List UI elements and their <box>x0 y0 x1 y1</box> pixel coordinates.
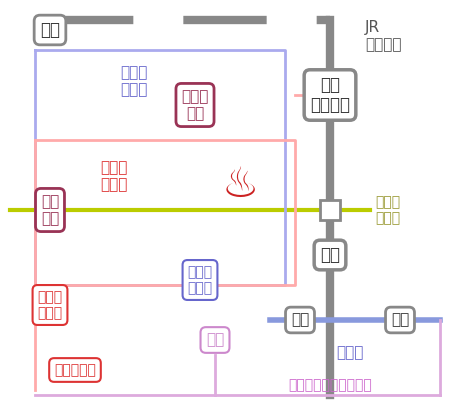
Text: ワイン
コース: ワイン コース <box>120 65 147 97</box>
Text: 上岩崎
公園前: 上岩崎 公園前 <box>187 265 212 295</box>
Text: ♨: ♨ <box>221 164 258 206</box>
Text: 勝沼
支所: 勝沼 支所 <box>41 194 59 226</box>
Text: 高速バス（石和経由）: 高速バス（石和経由） <box>287 378 371 392</box>
Text: ぶどう
の丘: ぶどう の丘 <box>181 89 208 121</box>
Text: 塩山: 塩山 <box>40 21 60 39</box>
Text: 新宿: 新宿 <box>390 312 408 328</box>
Text: JR
中央本線: JR 中央本線 <box>364 20 401 52</box>
Text: 上岩崎
四つ角: 上岩崎 四つ角 <box>37 290 62 320</box>
Text: 甲州市
縦断線: 甲州市 縦断線 <box>374 195 399 225</box>
Text: 大月: 大月 <box>319 246 339 264</box>
Text: ぶどう
コース: ぶどう コース <box>100 160 127 192</box>
Text: 氷川神社前: 氷川神社前 <box>54 363 96 377</box>
Text: 勝沼
ぶどう郷: 勝沼 ぶどう郷 <box>309 76 349 114</box>
Text: 勝沼: 勝沼 <box>206 332 224 348</box>
Text: 京王線: 京王線 <box>336 345 363 360</box>
Text: 高尾: 高尾 <box>290 312 308 328</box>
FancyBboxPatch shape <box>319 200 339 220</box>
